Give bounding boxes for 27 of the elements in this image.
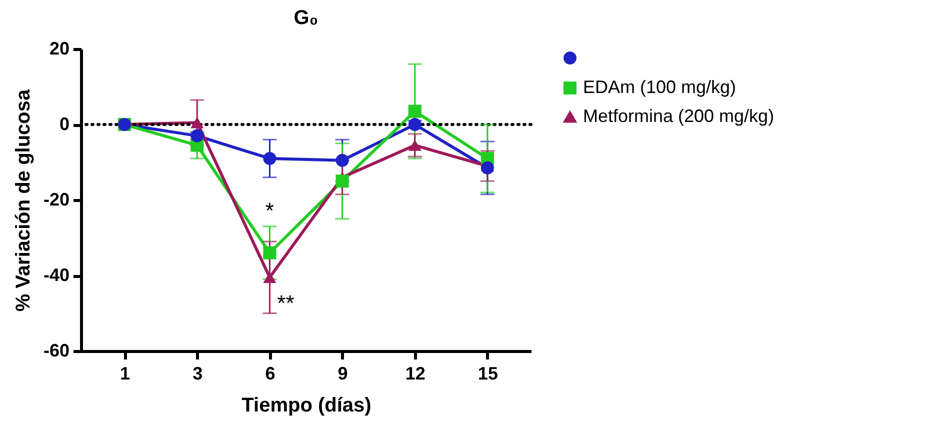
point — [190, 116, 204, 128]
point — [336, 154, 349, 167]
point — [480, 161, 494, 174]
point — [336, 174, 349, 188]
point — [263, 246, 276, 260]
legend-label: EDAm (100 mg/kg) — [583, 77, 736, 97]
point — [263, 272, 276, 284]
annotation: * — [265, 198, 274, 223]
annotation: ** — [277, 290, 295, 316]
y-tick-label: 0 — [59, 114, 70, 134]
y-tick-label: -20 — [43, 190, 70, 210]
chart-title: G₀ — [294, 7, 318, 29]
x-axis-title: Tiempo (días) — [242, 394, 372, 416]
x-tick-label: 9 — [338, 364, 348, 384]
point — [408, 104, 422, 118]
x-tick-label: 3 — [192, 364, 203, 384]
point — [263, 152, 276, 165]
y-tick-label: -40 — [43, 265, 70, 285]
y-tick-label: -60 — [43, 340, 70, 360]
x-tick-label: 15 — [478, 364, 498, 384]
y-axis-title: % Variación de glucosa — [12, 88, 34, 312]
x-tick-label: 12 — [405, 364, 426, 384]
legend-label: Metformina (200 mg/kg) — [583, 106, 774, 126]
y-tick-label: 20 — [49, 38, 70, 58]
x-tick-label: 6 — [265, 364, 276, 384]
x-tick-label: 1 — [120, 364, 130, 384]
point — [408, 140, 422, 151]
